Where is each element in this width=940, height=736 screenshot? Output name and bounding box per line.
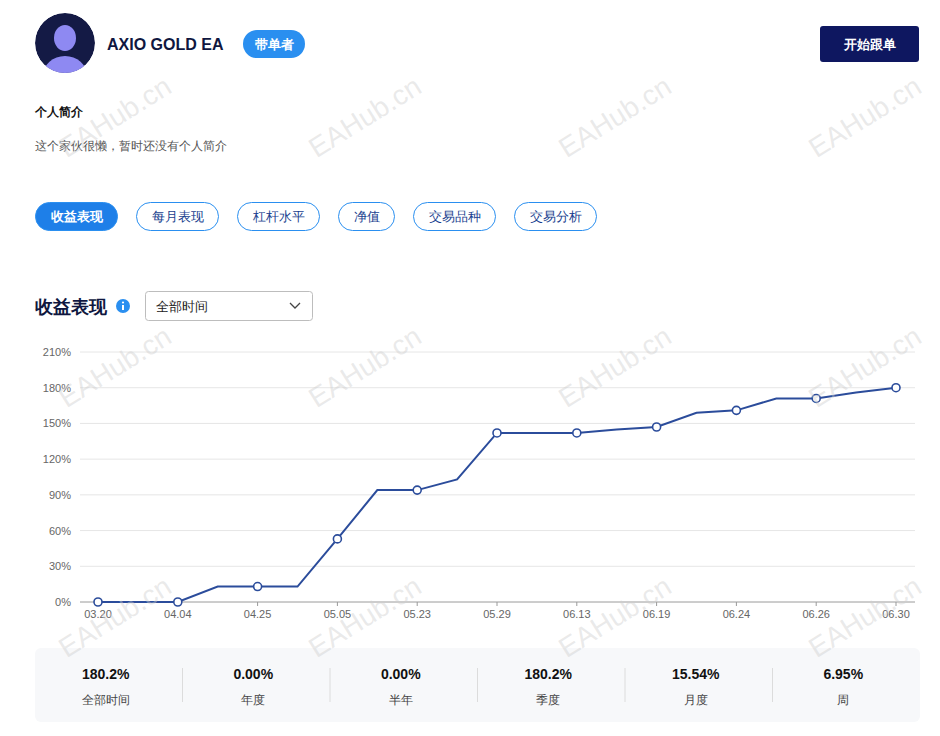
watermark: EAHub.cn: [53, 320, 176, 413]
plot: [94, 384, 900, 606]
watermark: EAHub.cn: [53, 70, 176, 163]
tab[interactable]: [515, 203, 597, 231]
tab[interactable]: [238, 203, 320, 231]
tab-label[interactable]: 交易分析: [530, 209, 582, 224]
title: AXIO GOLD EA: [107, 36, 224, 53]
stat-value: 6.95%: [823, 666, 863, 682]
marker: [493, 429, 501, 437]
tab-label[interactable]: 净值: [354, 209, 380, 224]
marker: [573, 429, 581, 437]
watermark: EAHub.cn: [803, 570, 926, 663]
x-tick-label: 06.24: [723, 608, 751, 620]
marker: [333, 535, 341, 543]
tab[interactable]: [339, 203, 395, 231]
section-title: 收益表现: [35, 297, 108, 317]
marker: [174, 598, 182, 606]
grid-line: [80, 387, 915, 388]
watermark: EAHub.cn: [553, 320, 676, 413]
x-tick-label: 04.04: [164, 608, 192, 620]
marker: [254, 583, 262, 591]
stat-label: 月度: [684, 693, 708, 707]
tab[interactable]: [414, 203, 496, 231]
y-tick-label: 0%: [55, 596, 71, 608]
grid-line: [80, 352, 915, 353]
x-tick-label: 05.29: [483, 608, 511, 620]
avatar: [35, 13, 95, 96]
stats-divider: [772, 668, 773, 702]
watermark: EAHub.cn: [303, 570, 426, 663]
x-tick-label: 04.25: [244, 608, 272, 620]
dropdown-text[interactable]: 全部时间: [156, 299, 208, 314]
info-icon-dot: [122, 301, 124, 303]
tab-label[interactable]: 收益表现: [51, 209, 104, 224]
stat-label: 全部时间: [82, 693, 130, 707]
avatar-head: [54, 25, 76, 51]
grid-line: [80, 459, 915, 460]
marker: [413, 486, 421, 494]
x-tick: [816, 602, 817, 606]
stat-label: 季度: [536, 693, 560, 707]
y-tick-label: 120%: [43, 453, 71, 465]
watermark: EAHub.cn: [303, 320, 426, 413]
watermark: EAHub.cn: [303, 70, 426, 163]
x-tick: [497, 602, 498, 606]
badge-text: 带单者: [255, 37, 294, 52]
grid-line: [80, 566, 915, 567]
line: [98, 388, 896, 602]
y-tick-label: 60%: [49, 525, 71, 537]
page: AXIO GOLD EA带单者开始跟单个人简介这个家伙很懒，暂时还没有个人简介收…: [0, 0, 940, 736]
stat-value: 0.00%: [233, 666, 273, 682]
x-tick: [736, 602, 737, 606]
watermark: EAHub.cn: [553, 570, 676, 663]
watermark: EAHub.cn: [803, 320, 926, 413]
grid-line: [80, 494, 915, 495]
x-tick: [257, 602, 258, 606]
x-tick-label: 06.26: [802, 608, 830, 620]
grid-line: [80, 423, 915, 424]
stat-label: 周: [837, 693, 849, 707]
y-tick-label: 210%: [43, 346, 71, 358]
follow-button-text[interactable]: 开始跟单: [843, 37, 896, 52]
tab-label[interactable]: 每月表现: [152, 209, 204, 224]
marker: [653, 423, 661, 431]
stat-value: 15.54%: [672, 666, 720, 682]
stat-label: 半年: [389, 693, 413, 707]
tab-label[interactable]: 交易品种: [429, 209, 481, 224]
profile-heading: 个人简介: [34, 105, 84, 119]
marker: [94, 598, 102, 606]
marker: [732, 406, 740, 414]
avatar-body: [43, 56, 87, 96]
marker: [892, 384, 900, 392]
x-tick: [576, 602, 577, 606]
y-tick-label: 90%: [49, 489, 71, 501]
follow-button[interactable]: [820, 26, 919, 62]
stat-value: 180.2%: [82, 666, 130, 682]
info-icon-bar: [122, 305, 124, 310]
tab[interactable]: [36, 203, 118, 231]
watermark: EAHub.cn: [53, 570, 176, 663]
tab[interactable]: [137, 203, 219, 231]
stats-panel: [35, 648, 920, 722]
stats-divider: [182, 668, 183, 702]
dropdown-chevron: [290, 303, 300, 308]
info-icon: [116, 299, 130, 313]
stat-value: 0.00%: [381, 666, 421, 682]
y-tick-label: 30%: [49, 560, 71, 572]
dropdown[interactable]: [146, 292, 313, 321]
x-tick-label: 05.23: [403, 608, 431, 620]
stats-divider: [477, 668, 478, 702]
watermark: EAHub.cn: [803, 70, 926, 163]
stat-value: 180.2%: [525, 666, 573, 682]
stat-label: 年度: [241, 693, 265, 707]
watermark: EAHub.cn: [553, 70, 676, 163]
stats-divider: [330, 668, 331, 702]
y-tick-label: 150%: [43, 417, 71, 429]
stats-divider: [625, 668, 626, 702]
badge: [243, 30, 305, 58]
tab-label[interactable]: 杠杆水平: [252, 209, 305, 224]
x-tick: [337, 602, 338, 606]
grid-line: [80, 530, 915, 531]
